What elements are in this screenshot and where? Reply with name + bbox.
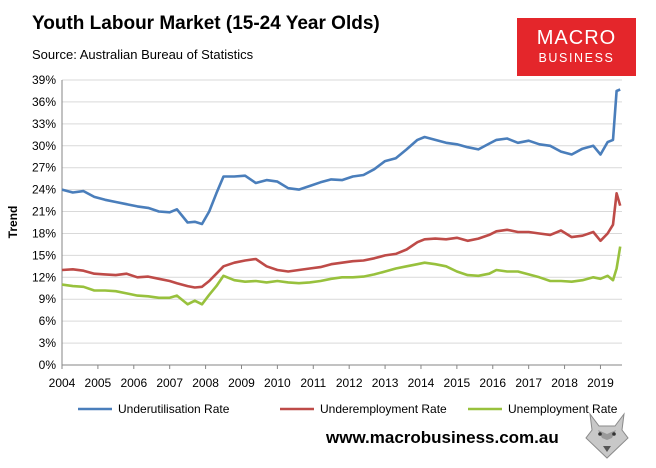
x-tick-label: 2017 (515, 376, 542, 390)
y-tick-label: 3% (39, 336, 57, 350)
x-tick-label: 2016 (479, 376, 506, 390)
y-tick-label: 21% (32, 205, 56, 219)
y-tick-label: 6% (39, 314, 57, 328)
legend-label-underemployment: Underemployment Rate (320, 402, 447, 416)
series-line-underutilisation (61, 88, 621, 226)
chart-source: Source: Australian Bureau of Statistics (32, 47, 254, 62)
legend: Underutilisation Rate Underemployment Rat… (78, 402, 618, 416)
y-tick-label: 0% (39, 358, 57, 372)
y-tick-label: 30% (32, 139, 56, 153)
x-tick-label: 2015 (444, 376, 471, 390)
x-tick-label: 2007 (156, 376, 183, 390)
x-tick-label: 2004 (49, 376, 76, 390)
y-tick-label: 36% (32, 95, 56, 109)
y-tick-label: 33% (32, 117, 56, 131)
logo-line-1: MACRO (536, 27, 617, 49)
x-tick-label: 2018 (551, 376, 578, 390)
plot-background (62, 80, 622, 365)
y-tick-label: 15% (32, 248, 56, 262)
x-tick-label: 2014 (408, 376, 435, 390)
chart-title: Youth Labour Market (15-24 Year Olds) (32, 13, 380, 34)
x-tick-label: 2011 (300, 376, 326, 390)
website-url[interactable]: www.macrobusiness.com.au (326, 428, 559, 447)
y-tick-label: 12% (32, 270, 56, 284)
x-tick-label: 2010 (264, 376, 291, 390)
macrobusiness-logo[interactable]: MACRO BUSINESS (517, 18, 636, 76)
legend-label-underutilisation: Underutilisation Rate (118, 402, 230, 416)
x-tick-label: 2008 (192, 376, 219, 390)
series-lines (61, 88, 622, 306)
legend-label-unemployment: Unemployment Rate (508, 402, 618, 416)
x-axis-ticks: 2004 2005 2006 2007 2008 2009 2010 2011 2012 2013… (49, 365, 614, 390)
x-tick-label: 2005 (85, 376, 112, 390)
x-tick-label: 2019 (587, 376, 614, 390)
x-tick-label: 2012 (336, 376, 363, 390)
y-tick-label: 24% (32, 183, 56, 197)
wolf-icon (585, 412, 629, 459)
y-tick-label: 39% (32, 73, 56, 87)
y-axis-title: Trend (6, 206, 20, 239)
logo-line-2: BUSINESS (538, 51, 615, 65)
x-tick-label: 2013 (372, 376, 399, 390)
y-tick-label: 27% (32, 161, 56, 175)
y-tick-label: 18% (32, 226, 56, 240)
series-line-underemployment (61, 192, 622, 289)
y-tick-label: 9% (39, 292, 57, 306)
x-tick-label: 2006 (120, 376, 147, 390)
y-axis-ticks: 0% 3% 6% 9% 12% 15% 18% 21% 24% 27% 30% 33% 36% 39% (32, 73, 56, 372)
x-tick-label: 2009 (228, 376, 255, 390)
series-line-unemployment (61, 246, 622, 306)
